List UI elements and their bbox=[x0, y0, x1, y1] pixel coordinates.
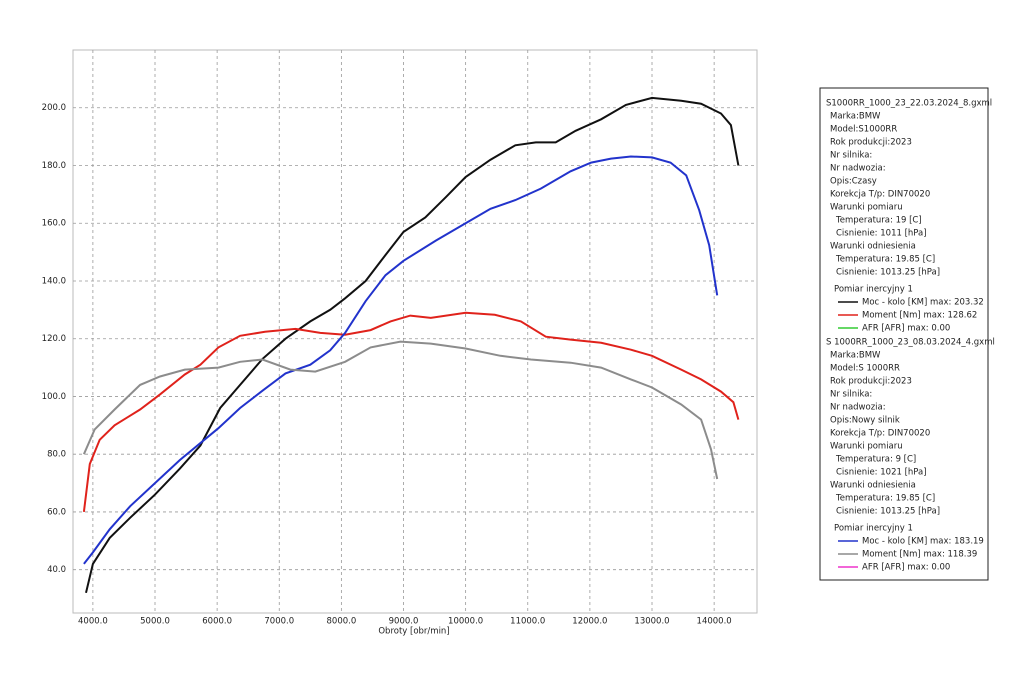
y-tick-label: 160.0 bbox=[42, 219, 66, 229]
legend-line: Cisnienie: 1013.25 [hPa] bbox=[836, 268, 940, 278]
x-tick-label: 11000.0 bbox=[510, 617, 545, 627]
x-tick-label: 10000.0 bbox=[448, 617, 483, 627]
legend-file: S 1000RR_1000_23_08.03.2024_4.gxml bbox=[826, 338, 995, 348]
legend-info: Marka:BMW bbox=[830, 112, 881, 122]
y-tick-label: 40.0 bbox=[47, 565, 66, 575]
legend-info: Nr silnika: bbox=[830, 390, 872, 400]
legend-line: Temperatura: 19.85 [C] bbox=[835, 494, 935, 504]
x-tick-label: 5000.0 bbox=[140, 617, 170, 627]
legend-info: Rok produkcji:2023 bbox=[830, 138, 912, 148]
legend-line: Cisnienie: 1013.25 [hPa] bbox=[836, 507, 940, 517]
series-line bbox=[85, 96, 740, 594]
legend-info: Nr silnika: bbox=[830, 151, 872, 161]
x-tick-label: 7000.0 bbox=[264, 617, 294, 627]
y-tick-label: 140.0 bbox=[42, 276, 66, 286]
legend-line: Temperatura: 9 [C] bbox=[835, 455, 916, 465]
legend-info: Rok produkcji:2023 bbox=[830, 377, 912, 387]
y-tick-label: 200.0 bbox=[42, 103, 66, 113]
x-tick-label: 12000.0 bbox=[572, 617, 607, 627]
series-line bbox=[82, 311, 740, 513]
legend-info: Opis:Czasy bbox=[830, 177, 877, 187]
legend-label: Moment [Nm] max: 128.62 bbox=[862, 311, 977, 321]
legend-info: Opis:Nowy silnik bbox=[830, 416, 900, 426]
legend-box bbox=[819, 87, 989, 581]
y-tick-label: 60.0 bbox=[47, 507, 66, 517]
legend-label: Moc - kolo [KM] max: 203.32 bbox=[862, 298, 984, 308]
x-tick-label: 9000.0 bbox=[389, 617, 419, 627]
x-tick-label: 13000.0 bbox=[634, 617, 669, 627]
legend-info: Nr nadwozia: bbox=[830, 164, 886, 174]
legend-line: Cisnienie: 1011 [hPa] bbox=[836, 229, 927, 239]
legend-label: AFR [AFR] max: 0.00 bbox=[862, 563, 950, 573]
plot-frame bbox=[72, 49, 758, 614]
legend-line: Temperatura: 19 [C] bbox=[835, 216, 922, 226]
y-tick-label: 180.0 bbox=[42, 161, 66, 171]
x-tick-label: 4000.0 bbox=[78, 617, 108, 627]
legend-file: S1000RR_1000_23_22.03.2024_8.gxml bbox=[826, 99, 992, 109]
y-tick-label: 100.0 bbox=[42, 392, 66, 402]
legend-section: Warunki pomiaru bbox=[830, 203, 903, 213]
legend-info: Korekcja T/p: DIN70020 bbox=[830, 429, 930, 439]
x-axis-label: Obroty [obr/min] bbox=[378, 627, 449, 637]
legend-line: Cisnienie: 1021 [hPa] bbox=[836, 468, 927, 478]
x-tick-label: 6000.0 bbox=[202, 617, 232, 627]
legend-test: Pomiar inercyjny 1 bbox=[834, 524, 913, 534]
legend-info: Model:S 1000RR bbox=[830, 364, 900, 374]
legend-label: AFR [AFR] max: 0.00 bbox=[862, 324, 950, 334]
y-tick-label: 120.0 bbox=[42, 334, 66, 344]
y-tick-label: 80.0 bbox=[47, 450, 66, 460]
legend-section: Warunki pomiaru bbox=[830, 442, 903, 452]
legend-info: Nr nadwozia: bbox=[830, 403, 886, 413]
series-line bbox=[83, 155, 719, 565]
legend-info: Model:S1000RR bbox=[830, 125, 897, 135]
x-tick-label: 8000.0 bbox=[327, 617, 357, 627]
legend-label: Moment [Nm] max: 118.39 bbox=[862, 550, 977, 560]
legend-info: Marka:BMW bbox=[830, 351, 881, 361]
legend-section: Warunki odniesienia bbox=[830, 481, 916, 491]
series-line bbox=[82, 340, 719, 480]
legend-info: Korekcja T/p: DIN70020 bbox=[830, 190, 930, 200]
legend-test: Pomiar inercyjny 1 bbox=[834, 285, 913, 295]
legend-label: Moc - kolo [KM] max: 183.19 bbox=[862, 537, 984, 547]
legend-line: Temperatura: 19.85 [C] bbox=[835, 255, 935, 265]
legend-section: Warunki odniesienia bbox=[830, 242, 916, 252]
x-tick-label: 14000.0 bbox=[697, 617, 732, 627]
